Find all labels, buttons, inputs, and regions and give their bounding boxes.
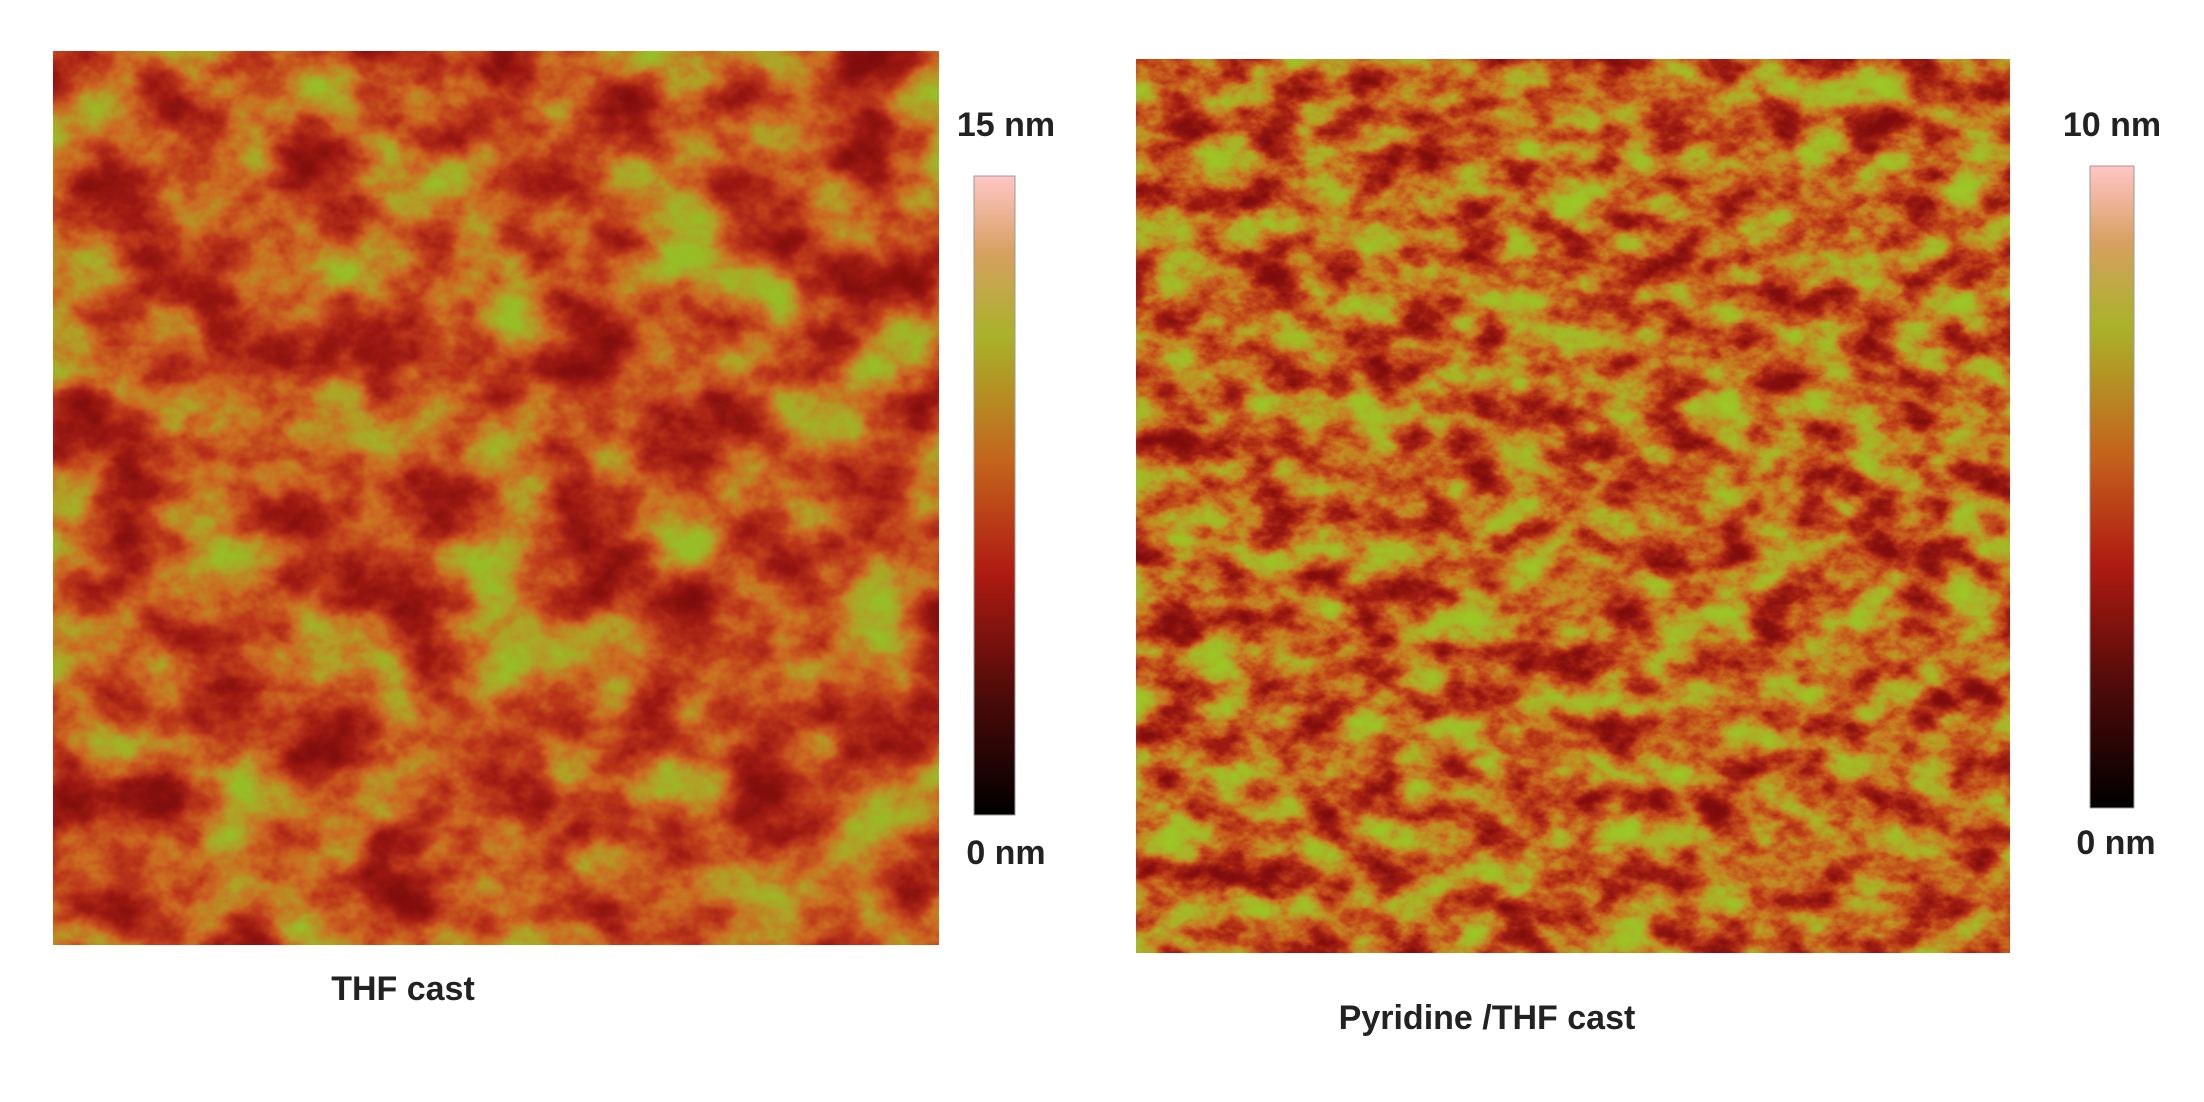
scale-max-label: 10 nm — [2063, 106, 2161, 144]
caption: THF cast — [331, 970, 475, 1008]
caption: Pyridine /THF cast — [1339, 999, 1636, 1037]
scale-min-label: 0 nm — [966, 834, 1045, 872]
afm-image — [1136, 59, 2010, 953]
afm-image — [53, 51, 939, 945]
scale-max-label: 15 nm — [957, 106, 1055, 144]
scale-min-label: 0 nm — [2076, 824, 2155, 862]
color-scale — [2089, 165, 2135, 809]
color-scale — [973, 175, 1016, 816]
